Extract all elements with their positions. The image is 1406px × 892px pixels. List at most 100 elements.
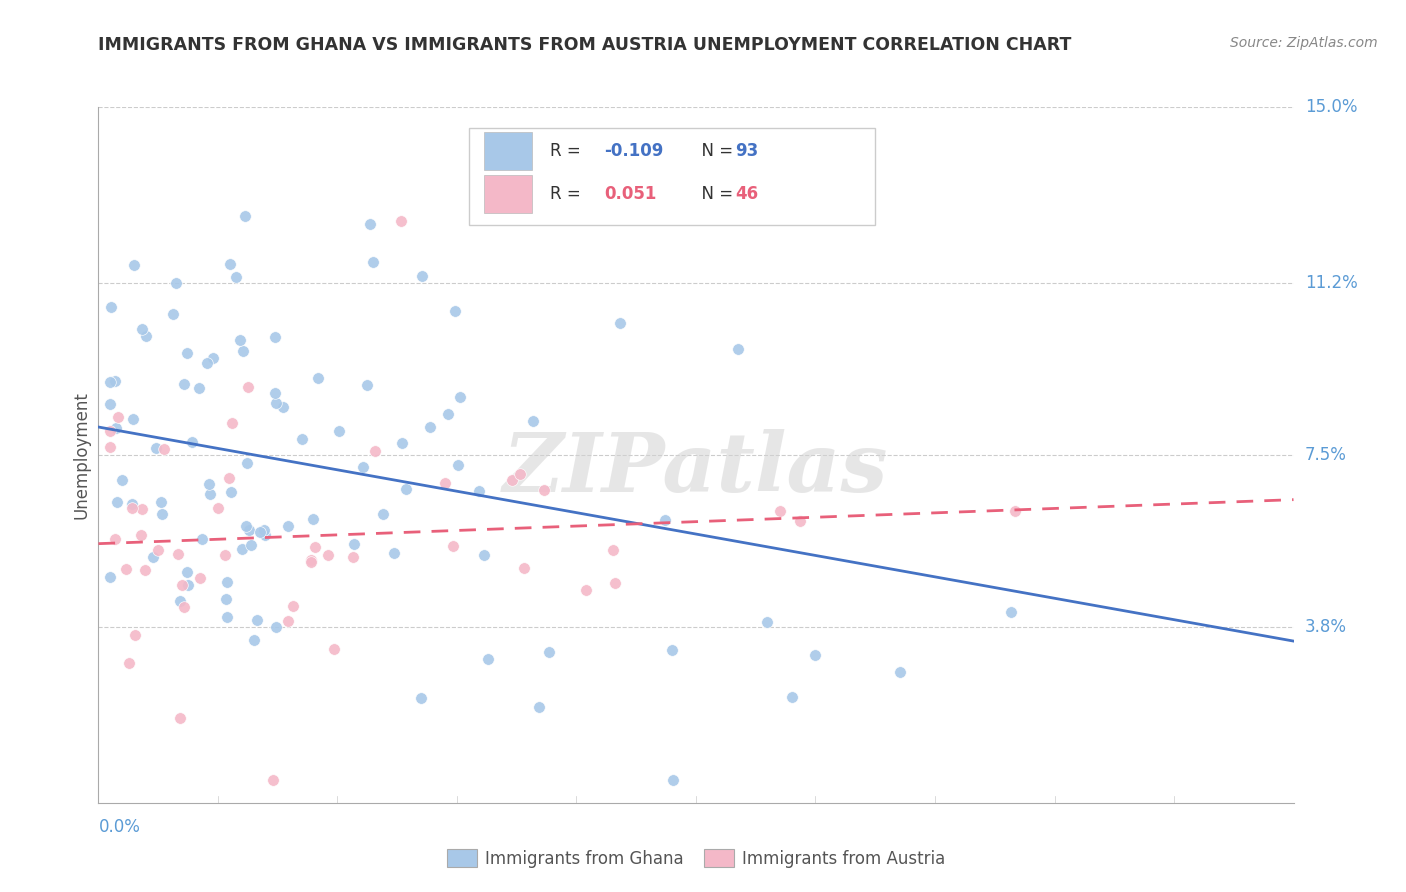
Text: 3.8%: 3.8% bbox=[1305, 617, 1347, 635]
Point bbox=[262, 772, 284, 787]
Text: IMMIGRANTS FROM GHANA VS IMMIGRANTS FROM AUSTRIA UNEMPLOYMENT CORRELATION CHART: IMMIGRANTS FROM GHANA VS IMMIGRANTS FROM… bbox=[98, 36, 1071, 54]
Point bbox=[169, 594, 191, 608]
Point bbox=[277, 614, 299, 628]
Point bbox=[654, 513, 676, 527]
Y-axis label: Unemployment: Unemployment bbox=[72, 391, 90, 519]
Point bbox=[176, 565, 198, 579]
Point bbox=[218, 471, 240, 485]
Point bbox=[364, 444, 387, 458]
Point bbox=[299, 553, 322, 567]
FancyBboxPatch shape bbox=[470, 128, 875, 226]
Text: 7.5%: 7.5% bbox=[1305, 446, 1347, 464]
Point bbox=[756, 615, 779, 630]
Point bbox=[509, 467, 531, 481]
Point bbox=[104, 374, 127, 388]
Point bbox=[173, 377, 195, 392]
Point bbox=[246, 613, 269, 627]
Point bbox=[188, 381, 211, 395]
Point bbox=[115, 562, 138, 576]
Point bbox=[103, 533, 125, 547]
Point bbox=[468, 484, 491, 499]
Point bbox=[110, 473, 132, 487]
Point bbox=[780, 690, 803, 704]
Point bbox=[389, 214, 412, 228]
Point bbox=[215, 610, 238, 624]
Point bbox=[221, 416, 243, 430]
Point bbox=[322, 641, 344, 656]
Point bbox=[105, 495, 128, 509]
Point bbox=[359, 217, 381, 231]
Point bbox=[342, 550, 364, 565]
Point bbox=[231, 542, 253, 557]
Point bbox=[162, 307, 184, 321]
Point bbox=[169, 710, 191, 724]
Point bbox=[443, 539, 465, 553]
Text: N =: N = bbox=[692, 142, 738, 160]
Point bbox=[501, 473, 523, 487]
Point bbox=[434, 475, 457, 490]
Point bbox=[605, 576, 627, 591]
Point bbox=[100, 300, 122, 314]
Point bbox=[512, 561, 534, 575]
Point bbox=[124, 628, 146, 642]
Point bbox=[238, 523, 260, 537]
Text: R =: R = bbox=[550, 185, 592, 203]
Point bbox=[419, 420, 441, 434]
Point bbox=[98, 425, 122, 439]
Point bbox=[411, 268, 433, 283]
Point bbox=[236, 456, 259, 470]
Point bbox=[105, 420, 128, 434]
Point bbox=[447, 458, 470, 472]
Point bbox=[1004, 504, 1026, 518]
Point bbox=[575, 583, 598, 598]
Point bbox=[831, 148, 853, 162]
Point bbox=[107, 410, 129, 425]
Point bbox=[233, 210, 256, 224]
Point bbox=[356, 377, 378, 392]
Point bbox=[789, 514, 811, 528]
Point bbox=[191, 532, 214, 546]
Point bbox=[264, 396, 287, 410]
Text: 46: 46 bbox=[735, 185, 758, 203]
Point bbox=[249, 525, 271, 540]
Text: N =: N = bbox=[692, 185, 738, 203]
Point bbox=[198, 487, 221, 501]
Point bbox=[134, 563, 156, 577]
Point bbox=[477, 652, 499, 666]
Point bbox=[411, 691, 433, 706]
Text: 11.2%: 11.2% bbox=[1305, 275, 1357, 293]
Point bbox=[304, 540, 326, 554]
Point bbox=[215, 575, 238, 590]
Point bbox=[142, 549, 165, 564]
FancyBboxPatch shape bbox=[485, 175, 533, 213]
Point bbox=[395, 483, 418, 497]
Legend: Immigrants from Ghana, Immigrants from Austria: Immigrants from Ghana, Immigrants from A… bbox=[440, 842, 952, 874]
Point bbox=[149, 495, 172, 509]
Point bbox=[271, 400, 294, 414]
Text: 0.0%: 0.0% bbox=[98, 818, 141, 836]
Point bbox=[283, 599, 305, 613]
Point bbox=[328, 424, 350, 438]
Point bbox=[769, 503, 792, 517]
Point bbox=[176, 346, 198, 360]
Point bbox=[264, 620, 287, 634]
Point bbox=[153, 442, 176, 456]
Point bbox=[444, 304, 467, 318]
Point bbox=[207, 501, 229, 516]
Point bbox=[662, 772, 685, 787]
Point bbox=[98, 375, 122, 389]
FancyBboxPatch shape bbox=[485, 132, 533, 170]
Point bbox=[727, 342, 749, 356]
Point bbox=[291, 432, 314, 446]
Point bbox=[527, 699, 550, 714]
Point bbox=[214, 548, 236, 562]
Point bbox=[215, 591, 238, 606]
Point bbox=[302, 512, 325, 526]
Point bbox=[221, 485, 243, 500]
Point bbox=[352, 459, 374, 474]
Point bbox=[889, 665, 911, 680]
Point bbox=[253, 528, 276, 542]
Point bbox=[533, 483, 555, 497]
Point bbox=[307, 371, 329, 385]
Point bbox=[437, 408, 460, 422]
